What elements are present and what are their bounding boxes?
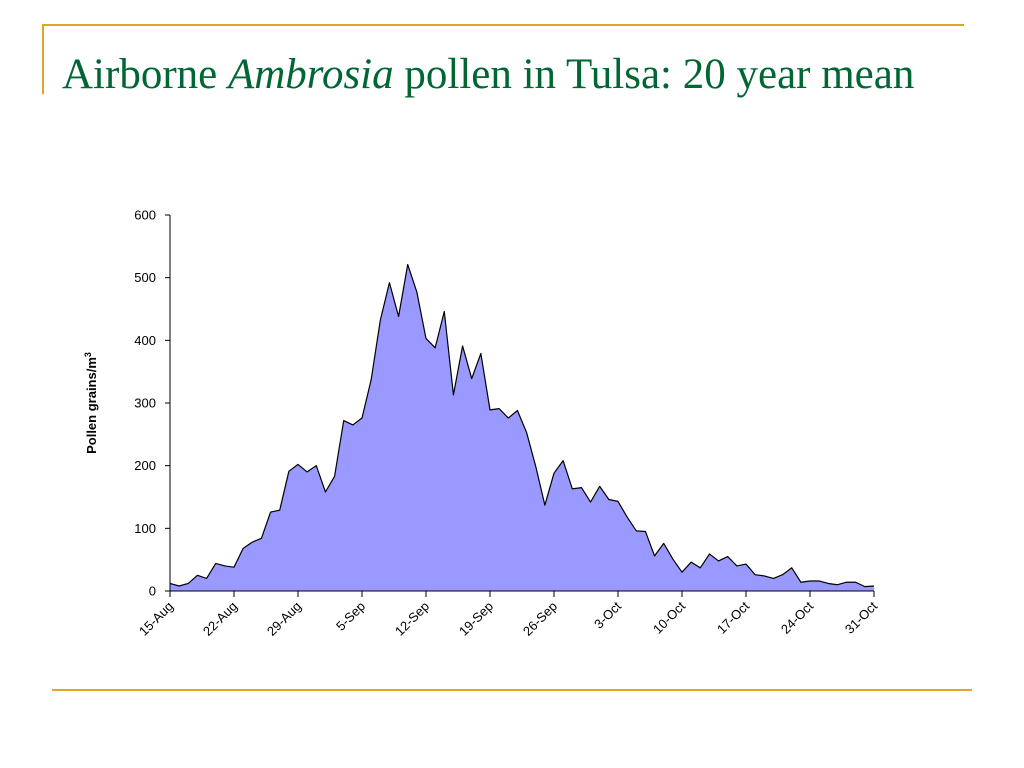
x-tick-label: 3-Oct (591, 598, 624, 631)
left-accent-rule (42, 24, 44, 94)
bottom-accent-rule (52, 689, 972, 691)
y-tick-label: 200 (134, 458, 156, 473)
x-tick-label: 15-Aug (136, 599, 176, 639)
plot-area (169, 263, 875, 591)
y-axis-title-text: Pollen grains/m (84, 357, 99, 454)
top-accent-rule (42, 24, 964, 26)
pollen-series-line (169, 263, 875, 588)
y-axis-title: Pollen grains/m3 (83, 352, 99, 454)
x-tick-label: 10-Oct (650, 598, 688, 636)
slide-title: Airborne Ambrosia pollen in Tulsa: 20 ye… (62, 40, 942, 109)
y-tick-label: 500 (134, 270, 156, 285)
x-tick-label: 22-Aug (200, 599, 240, 639)
title-prefix: Airborne (62, 51, 228, 98)
title-suffix: pollen in Tulsa: 20 year mean (393, 51, 915, 98)
y-tick-label: 600 (134, 208, 156, 223)
pollen-area-fill (170, 264, 874, 591)
x-tick-label: 17-Oct (714, 598, 752, 636)
axes (165, 214, 875, 597)
y-tick-label: 0 (149, 584, 156, 599)
x-tick-label: 29-Aug (264, 599, 304, 639)
y-axis-title-superscript: 3 (83, 352, 93, 357)
y-tick-label: 400 (134, 333, 156, 348)
y-tick-label: 300 (134, 396, 156, 411)
x-tick-label: 19-Sep (456, 599, 496, 639)
x-tick-label: 5-Sep (333, 599, 368, 634)
y-tick-label: 100 (134, 521, 156, 536)
x-tick-label: 31-Oct (842, 598, 880, 636)
x-tick-label: 26-Sep (520, 599, 560, 639)
title-italic-genus: Ambrosia (227, 51, 394, 98)
x-tick-label: 24-Oct (778, 598, 816, 636)
x-tick-label: 12-Sep (392, 599, 432, 639)
